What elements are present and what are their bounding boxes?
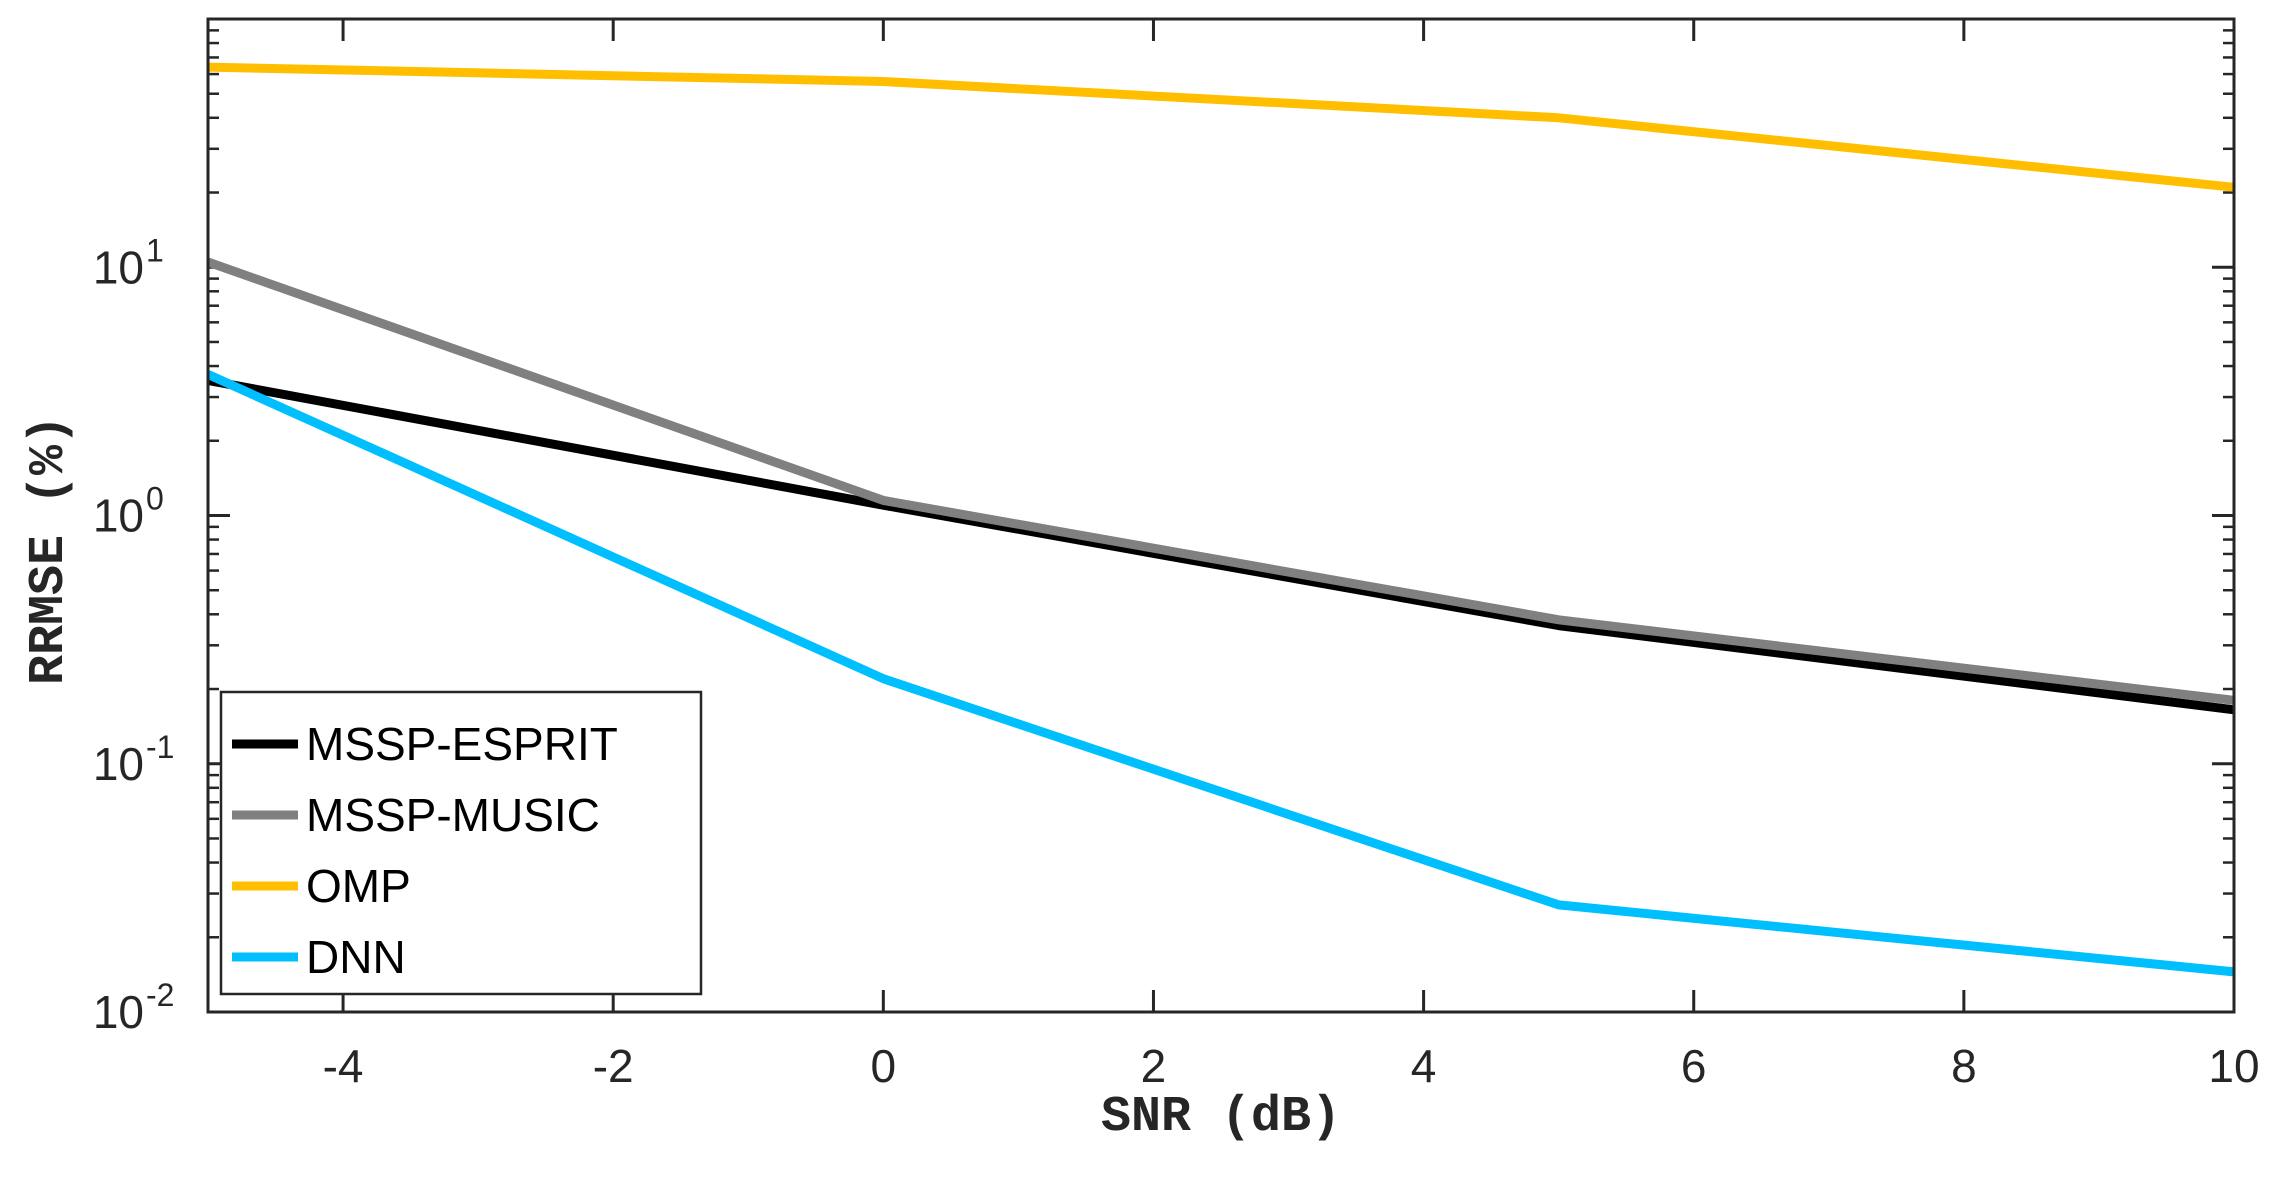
y-tick-label-base: 10 [93, 490, 144, 542]
legend-box [219, 690, 703, 996]
series-line-mssp-music [206, 257, 2235, 705]
legend-label-dnn: DNN [306, 931, 406, 983]
x-tick-label: 6 [1681, 1040, 1707, 1092]
legend-label-omp: OMP [306, 860, 411, 912]
x-axis-label: SNR (dB) [1101, 1089, 1341, 1146]
x-tick-label: 8 [1951, 1040, 1977, 1092]
x-tick-label: 0 [871, 1040, 897, 1092]
legend-label-mssp-music: MSSP-MUSIC [306, 789, 600, 841]
y-tick-label-base: 10 [93, 738, 144, 790]
plot-frame [206, 17, 2236, 1014]
y-tick-label-exponent: -1 [146, 729, 174, 765]
y-tick-label-base: 10 [93, 241, 144, 293]
x-tick-label: -2 [593, 1040, 634, 1092]
y-tick-label: 10 -2 [93, 977, 175, 1038]
x-tick-label: 10 [2208, 1040, 2259, 1092]
y-axis-label: RRMSE (%) [21, 415, 78, 685]
series-line-dnn [206, 370, 2235, 977]
y-tick-label: 10 1 [93, 232, 164, 293]
legend: MSSP-ESPRIT MSSP-MUSIC OMP DNN [219, 690, 703, 996]
y-tick-label-exponent: 1 [146, 232, 164, 268]
x-tick-label: -4 [323, 1040, 364, 1092]
y-tick-label-exponent: 0 [146, 481, 164, 517]
x-tick-label: 2 [1141, 1040, 1167, 1092]
series-lines [206, 62, 2235, 977]
y-tick-label-base: 10 [93, 986, 144, 1038]
x-tick-labels: -4 -2 0 2 4 6 8 10 [323, 1040, 2260, 1092]
legend-label-mssp-esprit: MSSP-ESPRIT [306, 718, 618, 770]
x-tick-label: 4 [1411, 1040, 1437, 1092]
y-tick-label: 10 -1 [93, 729, 175, 790]
series-line-mssp-esprit [207, 375, 2235, 715]
y-tick-label-exponent: -2 [146, 977, 174, 1013]
series-line-omp [207, 62, 2235, 192]
minor-ticks [208, 29, 2234, 939]
y-tick-label: 10 0 [93, 481, 164, 542]
